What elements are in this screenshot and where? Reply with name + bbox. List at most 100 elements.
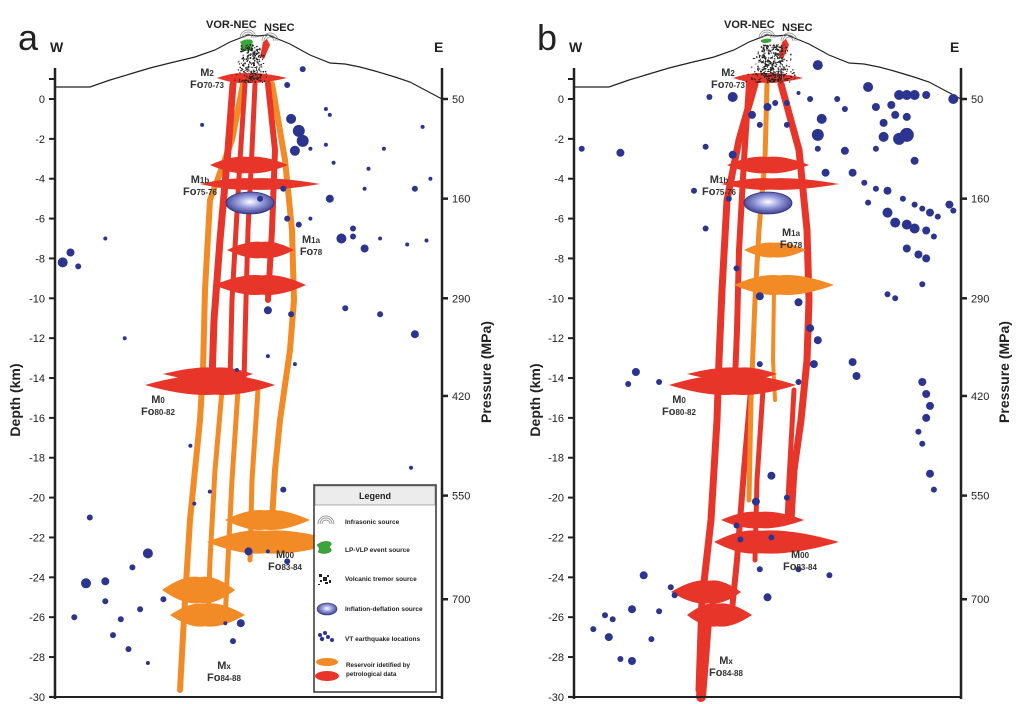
tremor-point — [764, 75, 766, 77]
vt-earthquake-point — [922, 226, 931, 235]
tremor-point — [770, 57, 772, 59]
tremor-point — [263, 55, 265, 57]
tremor-point — [265, 76, 267, 78]
tremor-point — [766, 78, 768, 80]
tremor-point — [764, 68, 767, 70]
tremor-point — [771, 63, 774, 66]
vt-earthquake-point — [299, 66, 306, 73]
vt-earthquake-point — [325, 194, 334, 203]
tremor-point — [778, 57, 781, 59]
tremor-point — [255, 70, 258, 72]
tremor-point — [242, 63, 245, 65]
tremor-point — [780, 68, 783, 70]
tremor-point — [247, 68, 249, 70]
tremor-point — [753, 58, 756, 59]
tremor-point — [757, 75, 759, 77]
tremor-point — [250, 81, 252, 84]
tremor-point — [250, 66, 252, 68]
west-label: W — [569, 39, 583, 55]
tremor-point — [763, 45, 765, 47]
tremor-point — [782, 68, 785, 70]
vt-earthquake-point — [945, 200, 954, 209]
reservoir-forsterite: Fo83-84 — [268, 561, 302, 573]
vt-earthquake-point — [289, 145, 300, 156]
tremor-point — [261, 74, 262, 77]
vt-earthquake-point — [883, 186, 892, 195]
tremor-point — [777, 75, 780, 77]
vt-earthquake-point — [909, 223, 920, 234]
tremor-point — [769, 79, 772, 82]
tremor-point — [246, 69, 248, 70]
tremor-point — [751, 77, 753, 79]
vt-earthquake-point — [57, 257, 68, 268]
tremor-point — [251, 49, 254, 51]
y2-axis-label: Pressure (MPa) — [996, 321, 1012, 423]
vt-earthquake-point — [756, 121, 763, 128]
tremor-point — [777, 44, 779, 46]
svg-text:Volcanic tremor source: Volcanic tremor source — [345, 576, 417, 583]
reservoir-mx — [170, 603, 245, 627]
tremor-point — [761, 61, 763, 64]
tremor-point — [241, 68, 243, 70]
tremor-point — [244, 79, 246, 82]
tremor-point — [782, 66, 784, 68]
vt-earthquake-point — [160, 596, 167, 603]
earthquake-points — [578, 60, 959, 665]
legend-item-tremor: Volcanic tremor source — [318, 574, 417, 585]
vt-earthquake-point — [865, 199, 872, 206]
tremor-point — [248, 76, 251, 78]
dyke-red — [265, 81, 278, 303]
tremor-point — [251, 44, 253, 46]
tremor-point — [778, 46, 780, 48]
tremor-point — [255, 58, 258, 60]
tremor-point — [247, 77, 249, 79]
vt-earthquake-icon — [318, 631, 334, 642]
tremor-point — [245, 67, 247, 69]
tremor-point — [768, 57, 770, 59]
tremor-point — [783, 79, 785, 81]
depth-tick-label: -22 — [29, 532, 45, 544]
tremor-point — [757, 81, 759, 84]
vt-earthquake-point — [926, 469, 934, 478]
vt-earthquake-point — [783, 121, 790, 128]
vt-earthquake-point — [192, 501, 197, 506]
tremor-point — [252, 72, 254, 74]
tremor-point — [250, 71, 252, 74]
vt-earthquake-point — [872, 185, 879, 192]
tremor-point — [246, 60, 248, 62]
tremor-point — [770, 61, 772, 63]
tremor-point — [794, 74, 796, 76]
reservoir-m00-upper — [721, 511, 804, 529]
tremor-point — [757, 65, 759, 68]
vt-earthquake-point — [411, 185, 418, 192]
tremor-point — [781, 59, 783, 61]
tremor-point — [760, 72, 762, 74]
panel-letter: b — [537, 17, 557, 58]
tremor-point — [264, 80, 266, 83]
tremor-point — [774, 63, 776, 64]
vt-earthquake-point — [768, 534, 775, 541]
vt-earthquake-point — [919, 440, 926, 447]
tremor-point — [779, 51, 781, 53]
tremor-point — [770, 71, 772, 74]
reservoir-name: M0 — [672, 394, 686, 406]
tremor-point — [777, 55, 779, 57]
vt-earthquake-point — [101, 577, 110, 586]
tremor-point — [249, 61, 251, 64]
tremor-point — [777, 78, 779, 81]
tremor-point — [778, 54, 780, 56]
tremor-point — [240, 50, 243, 53]
vt-earthquake-point — [137, 606, 144, 613]
tremor-point — [781, 75, 782, 77]
vt-earthquake-point — [308, 146, 313, 151]
tremor-point — [767, 61, 770, 63]
tremor-point — [765, 73, 768, 74]
vt-earthquake-point — [66, 248, 75, 257]
tremor-point — [771, 49, 773, 51]
tremor-point — [247, 44, 249, 46]
tremor-point — [784, 67, 786, 69]
tremor-point — [773, 58, 776, 60]
tremor-point — [246, 70, 248, 72]
tremor-point — [252, 75, 253, 77]
tremor-point — [259, 69, 261, 72]
